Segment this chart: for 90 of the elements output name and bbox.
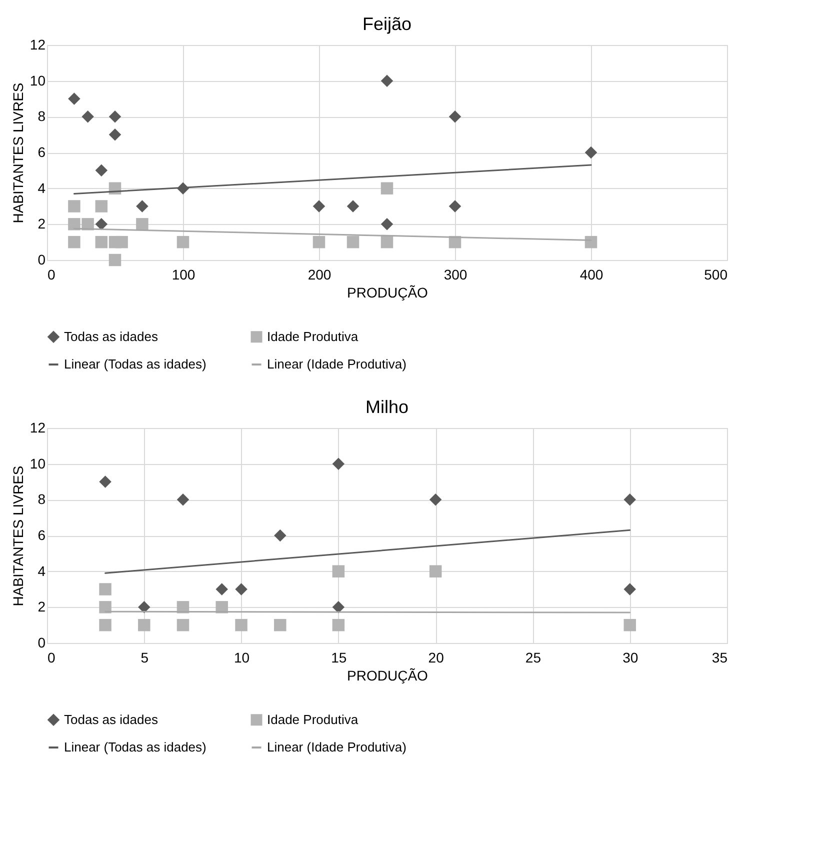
point xyxy=(176,236,190,248)
point xyxy=(312,200,326,212)
point xyxy=(346,236,360,248)
point xyxy=(116,236,128,248)
point xyxy=(95,200,108,212)
point xyxy=(332,565,345,578)
point xyxy=(274,529,286,542)
legend-label: Linear (Idade Produtiva) xyxy=(267,740,406,754)
y-tick-label: 10 xyxy=(30,72,46,88)
point xyxy=(380,74,394,87)
y-tick-label: 4 xyxy=(38,180,46,196)
x-tick-label: 400 xyxy=(580,266,604,282)
point xyxy=(235,583,248,596)
point xyxy=(136,200,148,212)
x-tick-label: 100 xyxy=(172,266,196,282)
point xyxy=(624,618,636,632)
point xyxy=(99,601,112,614)
point xyxy=(448,200,462,212)
point xyxy=(429,494,442,506)
legend-label: Idade Produtiva xyxy=(267,712,359,727)
point xyxy=(380,236,394,248)
point xyxy=(99,618,112,632)
point xyxy=(274,618,286,632)
legend-label: Todas as idades xyxy=(64,328,158,344)
y-tick-label: 2 xyxy=(38,598,46,615)
point xyxy=(68,200,80,212)
point xyxy=(138,618,150,632)
point xyxy=(95,218,108,230)
point xyxy=(584,236,598,248)
y-tick-label: 6 xyxy=(38,527,46,543)
x-tick-label: 15 xyxy=(331,650,347,666)
x-tick-label: 200 xyxy=(308,266,332,282)
y-tick-label: 0 xyxy=(38,634,46,650)
point xyxy=(332,618,345,632)
legend-label: Linear (Todas as idades) xyxy=(64,740,206,754)
point xyxy=(176,494,190,506)
point xyxy=(176,618,190,632)
y-tick-label: 8 xyxy=(38,491,46,508)
point xyxy=(380,218,394,230)
point xyxy=(332,458,345,470)
point xyxy=(624,583,636,596)
x-axis-title: PRODUÇÃO xyxy=(347,668,428,684)
point xyxy=(68,218,80,230)
point xyxy=(346,200,360,212)
chart-title: Feijão xyxy=(362,14,412,34)
y-tick-label: 10 xyxy=(30,455,46,472)
y-tick-label: 6 xyxy=(38,144,46,160)
point xyxy=(584,146,598,159)
y-tick-label: 0 xyxy=(38,252,46,268)
y-tick-label: 12 xyxy=(30,420,46,436)
legend-label: Linear (Todas as idades) xyxy=(64,356,206,372)
point xyxy=(82,110,94,123)
point xyxy=(448,110,462,123)
point xyxy=(68,236,80,248)
point xyxy=(136,218,148,230)
point xyxy=(624,494,636,506)
x-tick-label: 20 xyxy=(428,650,444,666)
x-tick-label: 500 xyxy=(704,266,728,282)
point xyxy=(380,182,394,194)
point xyxy=(95,164,108,177)
point xyxy=(312,236,326,248)
legend-label: Idade Produtiva xyxy=(267,328,359,344)
y-tick-label: 12 xyxy=(30,36,46,52)
point xyxy=(99,583,112,596)
point xyxy=(108,110,122,123)
y-tick-label: 8 xyxy=(38,108,46,124)
y-axis-title: HABITANTES LIVRES xyxy=(10,466,26,606)
legend-label: Todas as idades xyxy=(64,712,158,727)
point xyxy=(108,128,122,141)
x-tick-label: 35 xyxy=(712,650,728,666)
x-axis-title: PRODUÇÃO xyxy=(347,284,428,300)
legend-label: Linear (Idade Produtiva) xyxy=(267,356,406,372)
y-tick-label: 4 xyxy=(38,562,46,579)
x-tick-label: 25 xyxy=(525,650,542,666)
point xyxy=(108,254,122,266)
x-tick-label: 10 xyxy=(234,650,250,666)
point xyxy=(99,476,112,488)
y-axis-title: HABITANTES LIVRES xyxy=(10,82,26,224)
x-tick-label: 30 xyxy=(622,650,638,666)
point xyxy=(216,583,228,596)
point xyxy=(68,92,80,105)
chart-title: Milho xyxy=(365,397,409,417)
point xyxy=(429,565,442,578)
y-tick-label: 2 xyxy=(38,216,46,232)
point xyxy=(235,618,248,632)
point xyxy=(95,236,108,248)
point xyxy=(138,601,150,614)
x-tick-label: 5 xyxy=(140,650,149,666)
x-tick-label: 300 xyxy=(444,266,468,282)
point xyxy=(332,601,345,614)
